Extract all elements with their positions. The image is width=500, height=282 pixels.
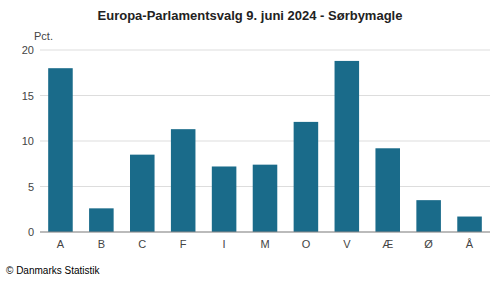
bar (416, 200, 441, 232)
x-tick-label: O (302, 238, 311, 250)
bar (48, 68, 73, 232)
x-tick-label: M (260, 238, 269, 250)
grid (40, 50, 490, 232)
x-tick-label: B (98, 238, 105, 250)
grid-line (40, 95, 490, 96)
y-tick-label: 5 (28, 181, 34, 193)
y-tick-label: 20 (22, 44, 34, 56)
x-tick-label: Å (466, 238, 474, 250)
bars (48, 61, 482, 232)
chart-svg: Europa-Parlamentsvalg 9. juni 2024 - Sør… (0, 0, 500, 282)
y-axis-label: Pct. (34, 30, 53, 42)
footer-text: © Danmarks Statistik (6, 265, 101, 276)
y-tick-label: 15 (22, 90, 34, 102)
x-tick-label: A (57, 238, 65, 250)
x-tick-label: Æ (382, 238, 393, 250)
bar (253, 165, 278, 232)
chart-container: Europa-Parlamentsvalg 9. juni 2024 - Sør… (0, 0, 500, 282)
bar (294, 122, 319, 232)
bar (171, 129, 196, 232)
grid-line (40, 232, 490, 233)
bar (375, 148, 400, 232)
x-axis-line (40, 232, 490, 233)
grid-line (40, 141, 490, 142)
bar (130, 155, 155, 232)
x-tick-label: Ø (424, 238, 433, 250)
y-tick-label: 10 (22, 135, 34, 147)
x-tick-label: I (223, 238, 226, 250)
y-tick-label: 0 (28, 226, 34, 238)
bar (335, 61, 360, 232)
x-tick-label: F (180, 238, 187, 250)
grid-line (40, 50, 490, 51)
x-tick-label: V (343, 238, 351, 250)
bar (89, 208, 114, 232)
title: Europa-Parlamentsvalg 9. juni 2024 - Sør… (98, 8, 403, 23)
x-tick-label: C (138, 238, 146, 250)
bar (457, 217, 482, 232)
bar (212, 166, 237, 232)
